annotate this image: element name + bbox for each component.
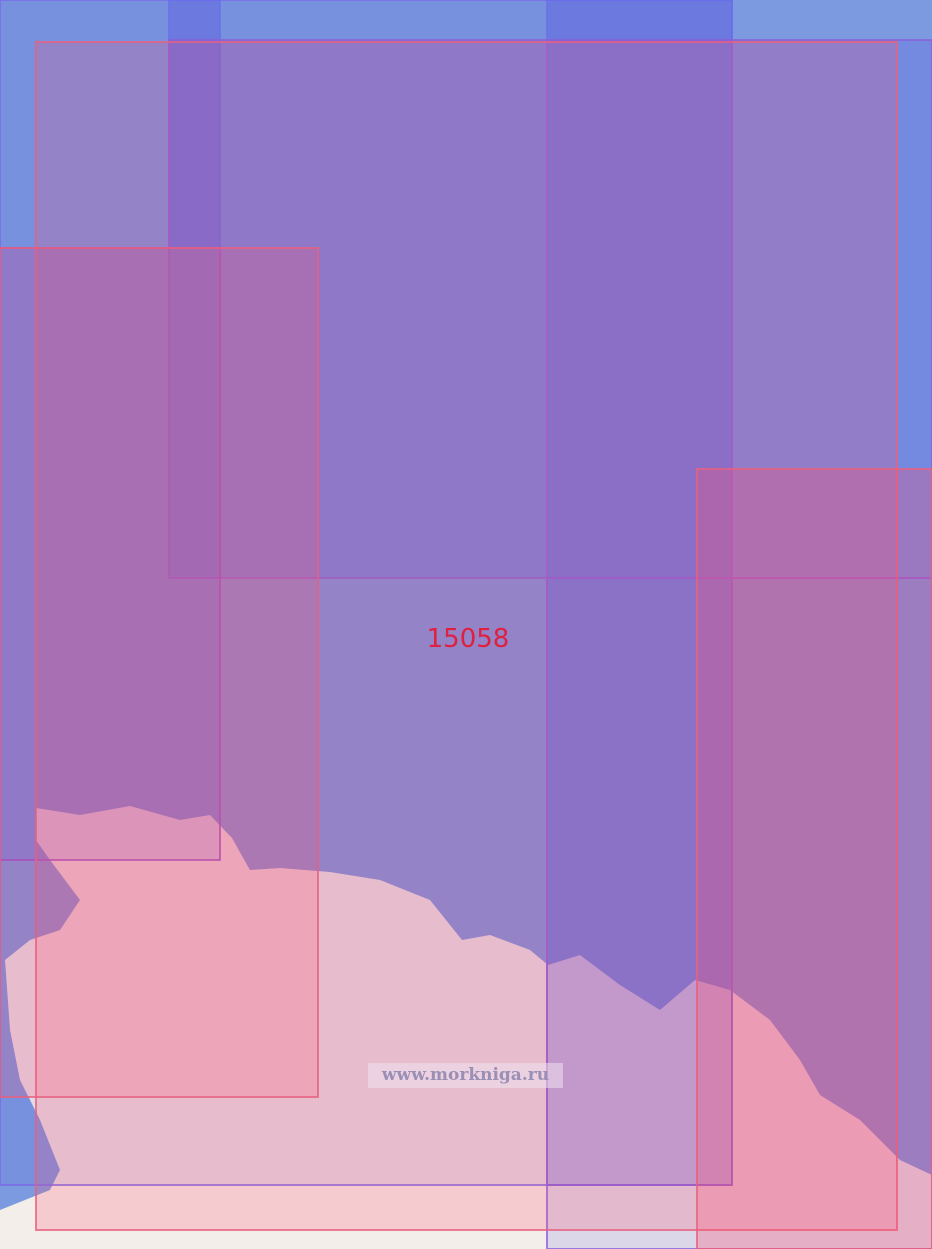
watermark: www.morkniga.ru [368, 1063, 563, 1088]
chart-coverage-area[interactable] [546, 0, 733, 43]
chart-number-label[interactable]: 15058 [426, 624, 510, 654]
land [0, 806, 932, 1249]
chart-coverage-area[interactable] [0, 0, 733, 1186]
chart-coverage-area[interactable] [696, 468, 932, 1249]
chart-coverage-area[interactable] [35, 41, 898, 1231]
chart-coverage-area[interactable] [546, 41, 733, 1186]
chart-coverage-area[interactable] [546, 577, 932, 1249]
chart-coverage-area[interactable] [168, 39, 932, 579]
chart-coverage-area[interactable] [0, 247, 319, 1098]
